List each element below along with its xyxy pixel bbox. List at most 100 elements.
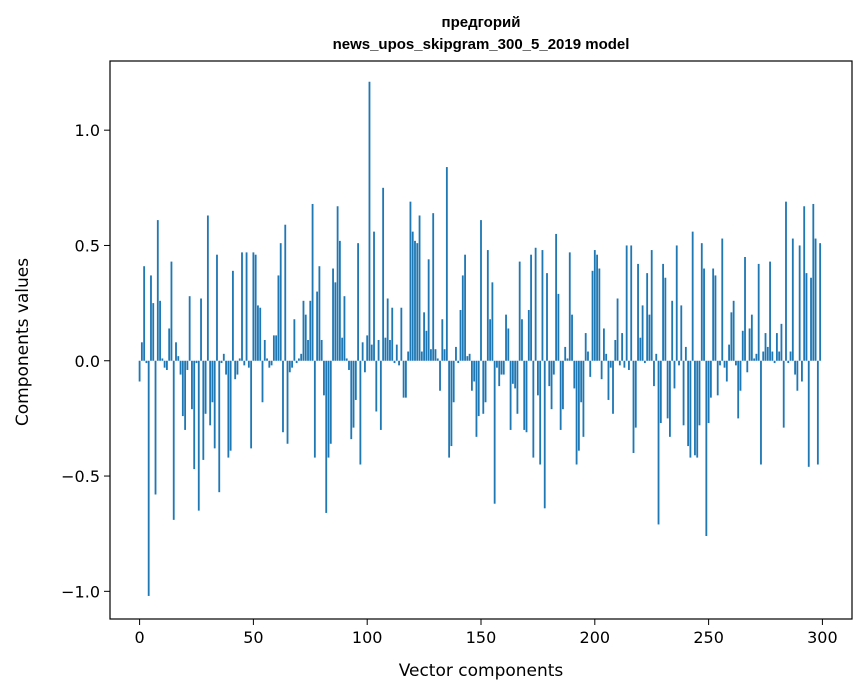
bar-27 bbox=[200, 299, 202, 361]
bar-216 bbox=[630, 245, 632, 360]
bar-219 bbox=[637, 264, 639, 361]
bar-50 bbox=[252, 252, 254, 360]
bar-214 bbox=[626, 245, 628, 360]
bar-134 bbox=[444, 349, 446, 361]
bar-187 bbox=[564, 347, 566, 361]
bar-97 bbox=[359, 361, 361, 465]
bar-179 bbox=[546, 273, 548, 361]
bar-43 bbox=[237, 361, 239, 375]
y-tick-label-2: 0.0 bbox=[75, 352, 100, 371]
bar-108 bbox=[384, 338, 386, 361]
x-tick-label-1: 50 bbox=[243, 628, 263, 647]
bar-34 bbox=[216, 255, 218, 361]
bar-73 bbox=[305, 315, 307, 361]
bar-149 bbox=[478, 361, 480, 416]
bar-254 bbox=[717, 361, 719, 396]
bar-20 bbox=[184, 361, 186, 430]
bar-286 bbox=[790, 352, 792, 361]
bar-223 bbox=[646, 273, 648, 361]
bar-279 bbox=[774, 361, 776, 363]
bar-175 bbox=[537, 361, 539, 396]
bar-85 bbox=[332, 269, 334, 361]
bar-193 bbox=[578, 361, 580, 451]
bar-296 bbox=[812, 204, 814, 361]
bar-150 bbox=[480, 220, 482, 361]
bar-174 bbox=[535, 248, 537, 361]
bar-151 bbox=[482, 361, 484, 414]
bar-236 bbox=[676, 245, 678, 360]
bar-78 bbox=[316, 292, 318, 361]
bar-224 bbox=[649, 315, 651, 361]
bar-257 bbox=[724, 361, 726, 368]
bar-18 bbox=[180, 361, 182, 375]
bar-6 bbox=[152, 303, 154, 361]
bar-262 bbox=[735, 361, 737, 366]
bar-104 bbox=[375, 361, 377, 412]
y-tick-label-4: 1.0 bbox=[75, 121, 100, 140]
bar-7 bbox=[155, 361, 157, 495]
bar-chart: предгорий news_upos_skipgram_300_5_2019 … bbox=[0, 0, 867, 696]
bar-218 bbox=[635, 361, 637, 428]
bar-121 bbox=[414, 241, 416, 361]
bar-112 bbox=[394, 361, 396, 363]
bar-56 bbox=[266, 358, 268, 360]
bar-24 bbox=[193, 361, 195, 469]
bar-116 bbox=[403, 361, 405, 398]
bar-273 bbox=[760, 361, 762, 465]
bar-213 bbox=[623, 361, 625, 368]
bar-5 bbox=[150, 275, 152, 360]
bar-177 bbox=[542, 250, 544, 361]
bar-197 bbox=[587, 352, 589, 361]
bar-263 bbox=[737, 361, 739, 419]
bar-155 bbox=[491, 282, 493, 360]
bar-237 bbox=[678, 361, 680, 366]
bar-290 bbox=[799, 245, 801, 360]
bar-23 bbox=[191, 361, 193, 409]
bar-184 bbox=[557, 294, 559, 361]
bar-153 bbox=[487, 250, 489, 361]
bar-131 bbox=[437, 358, 439, 360]
bar-246 bbox=[699, 361, 701, 426]
bar-248 bbox=[703, 269, 705, 361]
bar-261 bbox=[733, 301, 735, 361]
bar-265 bbox=[742, 331, 744, 361]
bar-51 bbox=[255, 255, 257, 361]
bar-202 bbox=[598, 269, 600, 361]
bar-54 bbox=[262, 361, 264, 403]
bar-185 bbox=[560, 361, 562, 430]
bar-22 bbox=[189, 296, 191, 361]
bar-169 bbox=[523, 361, 525, 430]
bar-227 bbox=[655, 354, 657, 361]
bar-123 bbox=[419, 215, 421, 360]
bar-158 bbox=[498, 361, 500, 386]
bar-259 bbox=[728, 345, 730, 361]
bar-212 bbox=[621, 333, 623, 361]
bar-94 bbox=[353, 361, 355, 428]
bar-200 bbox=[594, 250, 596, 361]
bar-192 bbox=[576, 361, 578, 465]
bar-189 bbox=[569, 252, 571, 360]
bar-293 bbox=[806, 273, 808, 361]
bar-82 bbox=[325, 361, 327, 513]
bar-30 bbox=[207, 215, 209, 360]
bar-87 bbox=[337, 206, 339, 360]
bar-17 bbox=[177, 356, 179, 361]
chart-title-line2: news_upos_skipgram_300_5_2019 model bbox=[333, 36, 630, 53]
bar-152 bbox=[485, 361, 487, 403]
bar-49 bbox=[250, 361, 252, 449]
bar-15 bbox=[173, 361, 175, 520]
x-tick-label-6: 300 bbox=[807, 628, 838, 647]
bar-76 bbox=[312, 204, 314, 361]
bar-140 bbox=[457, 361, 459, 363]
bar-163 bbox=[510, 361, 512, 430]
x-tick-label-2: 100 bbox=[352, 628, 383, 647]
bar-239 bbox=[683, 361, 685, 426]
bar-161 bbox=[505, 315, 507, 361]
bar-238 bbox=[680, 305, 682, 360]
bar-298 bbox=[817, 361, 819, 465]
bar-252 bbox=[712, 269, 714, 361]
bar-288 bbox=[794, 361, 796, 375]
bar-168 bbox=[521, 319, 523, 361]
bar-110 bbox=[389, 340, 391, 361]
bar-63 bbox=[282, 361, 284, 432]
